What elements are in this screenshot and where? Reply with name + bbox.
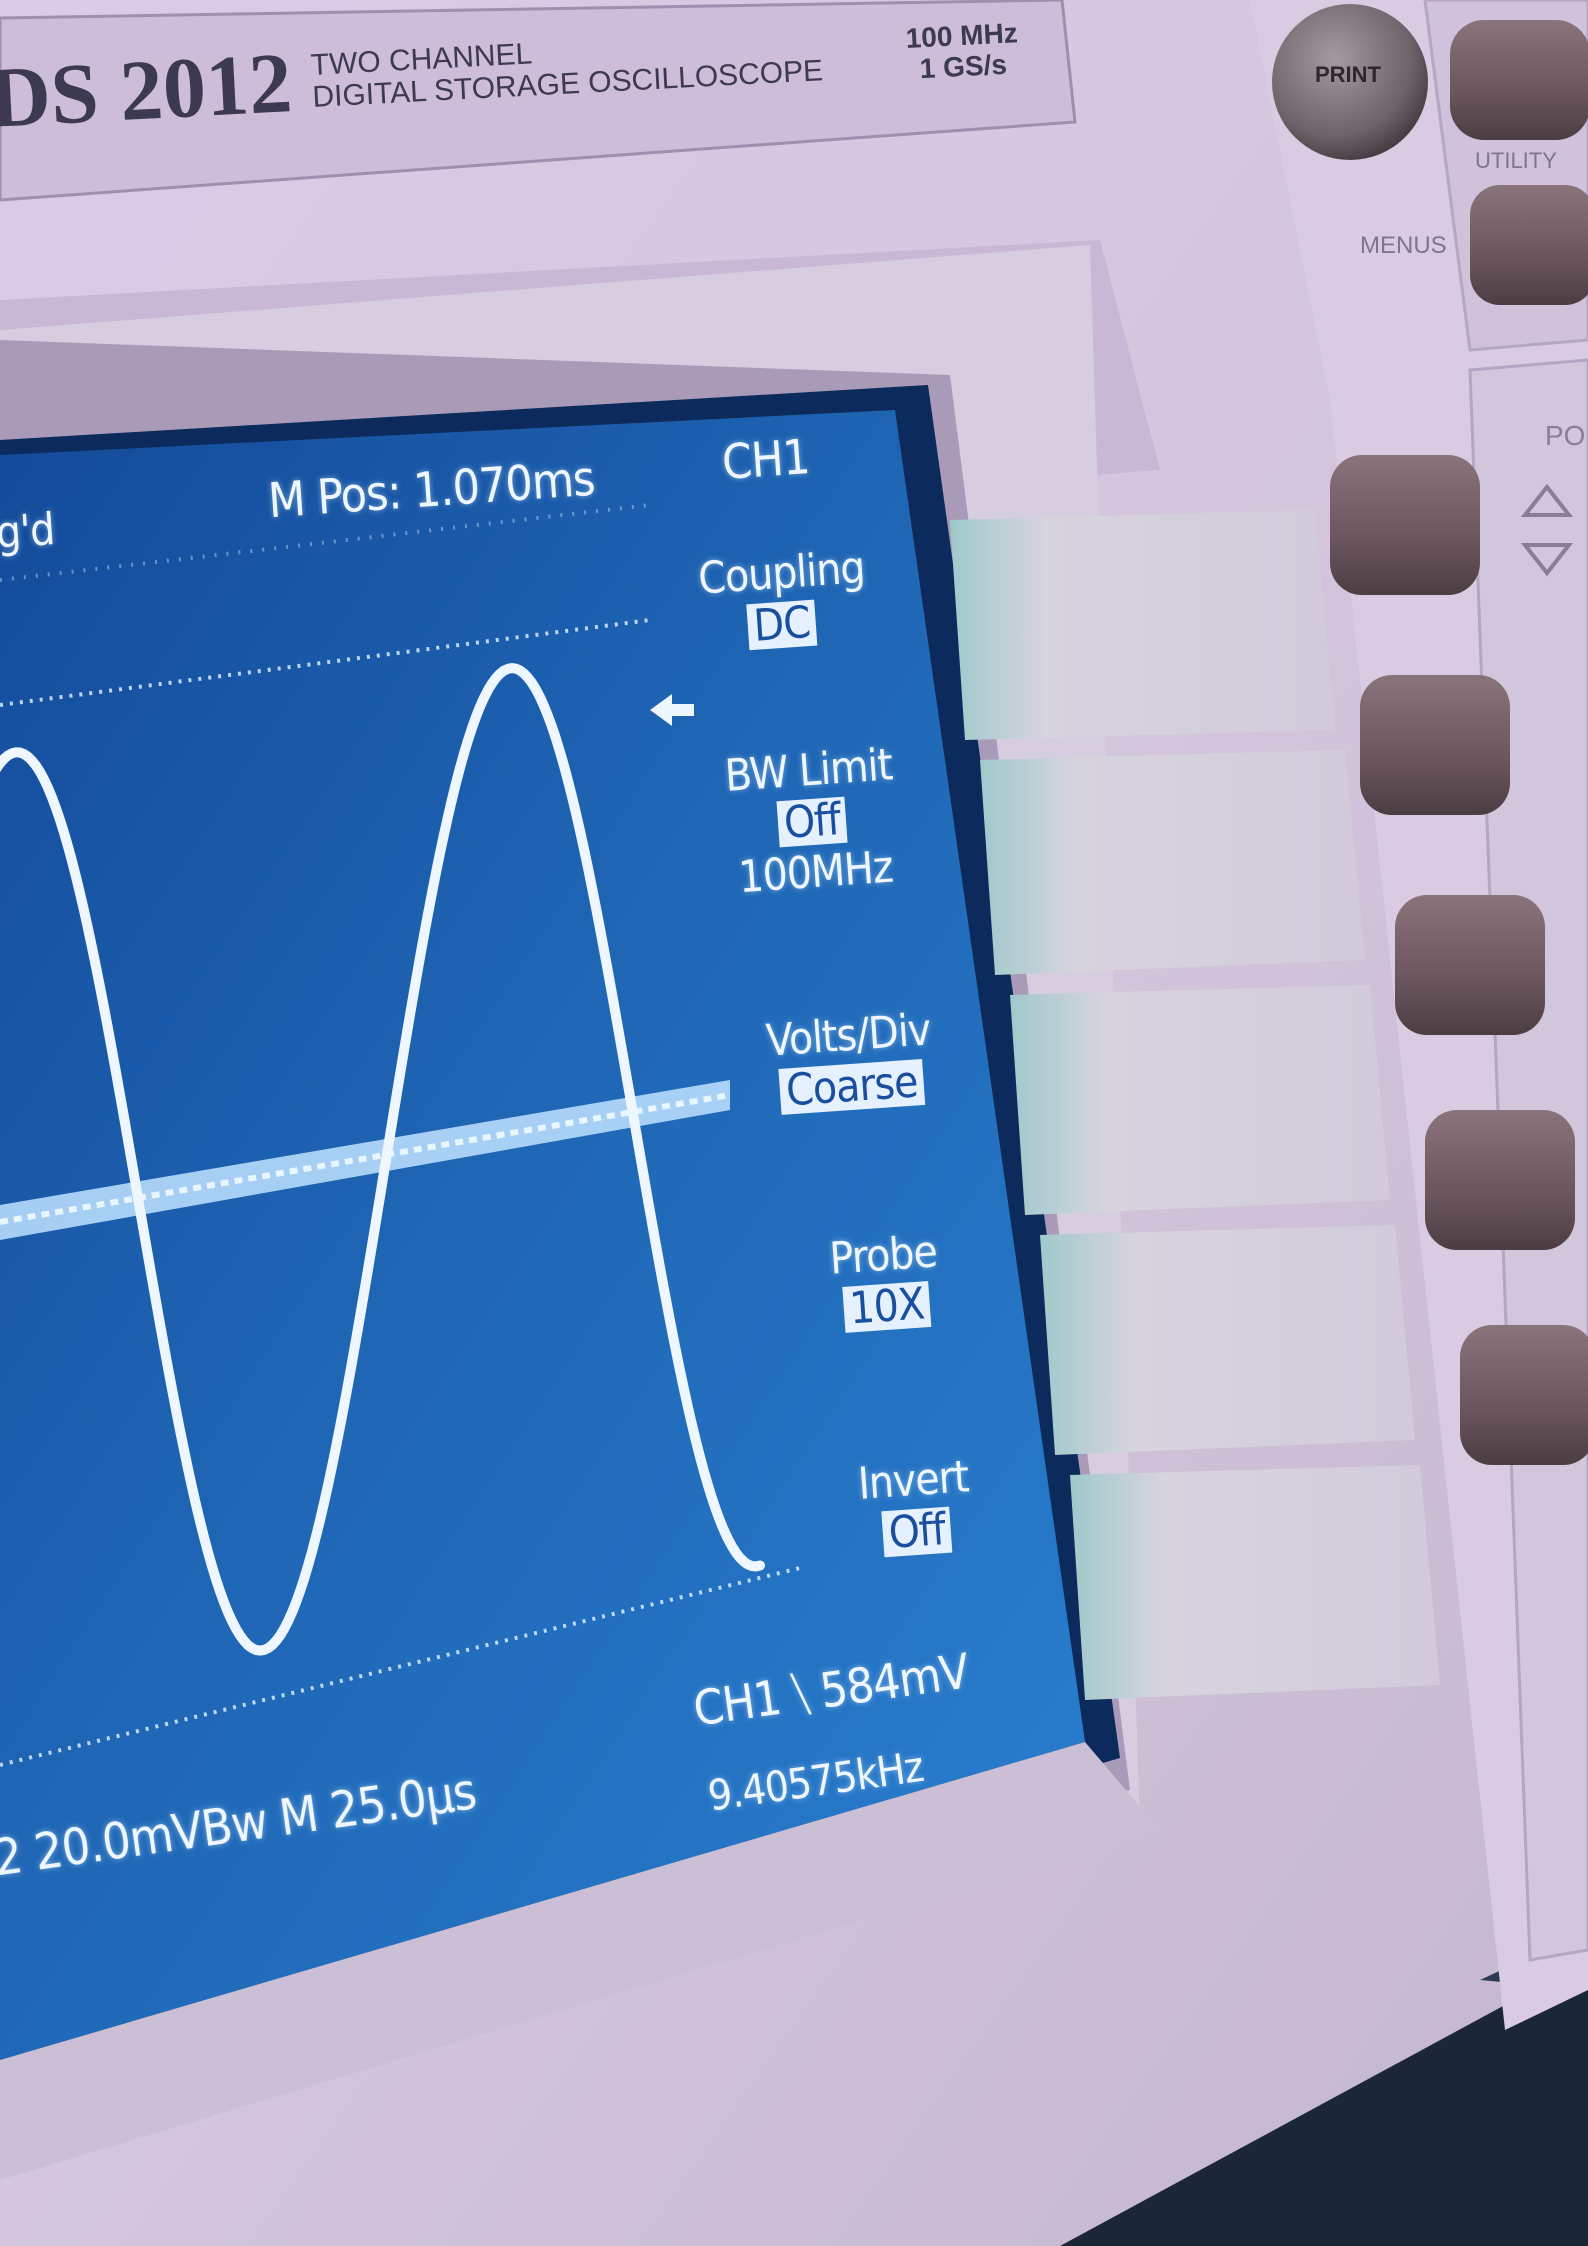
coupling-value: DC <box>746 600 817 651</box>
probe-value: 10X <box>842 1281 931 1333</box>
menu-probe[interactable]: Probe 10X <box>802 1225 969 1338</box>
utility-label: UTILITY <box>1475 148 1557 174</box>
menu-invert[interactable]: Invert Off <box>832 1450 999 1563</box>
menu-channel-title: CH1 <box>720 429 811 491</box>
bw-limit-value: Off <box>777 797 848 848</box>
position-label: PO <box>1545 420 1585 452</box>
volts-div-value: Coarse <box>779 1059 925 1115</box>
spec-label: 100 MHz 1 GS/s <box>905 18 1020 85</box>
menu-bw-limit[interactable]: BW Limit Off 100MHz <box>717 739 907 904</box>
menu-coupling[interactable]: Coupling DC <box>697 543 864 656</box>
menus-label: MENUS <box>1360 232 1447 260</box>
trigger-status: g'd <box>0 504 56 559</box>
print-button-label[interactable]: PRINT <box>1315 62 1381 88</box>
model-name: DS 2012 <box>0 32 294 148</box>
invert-value: Off <box>881 1507 952 1558</box>
menu-volts-div[interactable]: Volts/Div Coarse <box>757 1004 944 1118</box>
